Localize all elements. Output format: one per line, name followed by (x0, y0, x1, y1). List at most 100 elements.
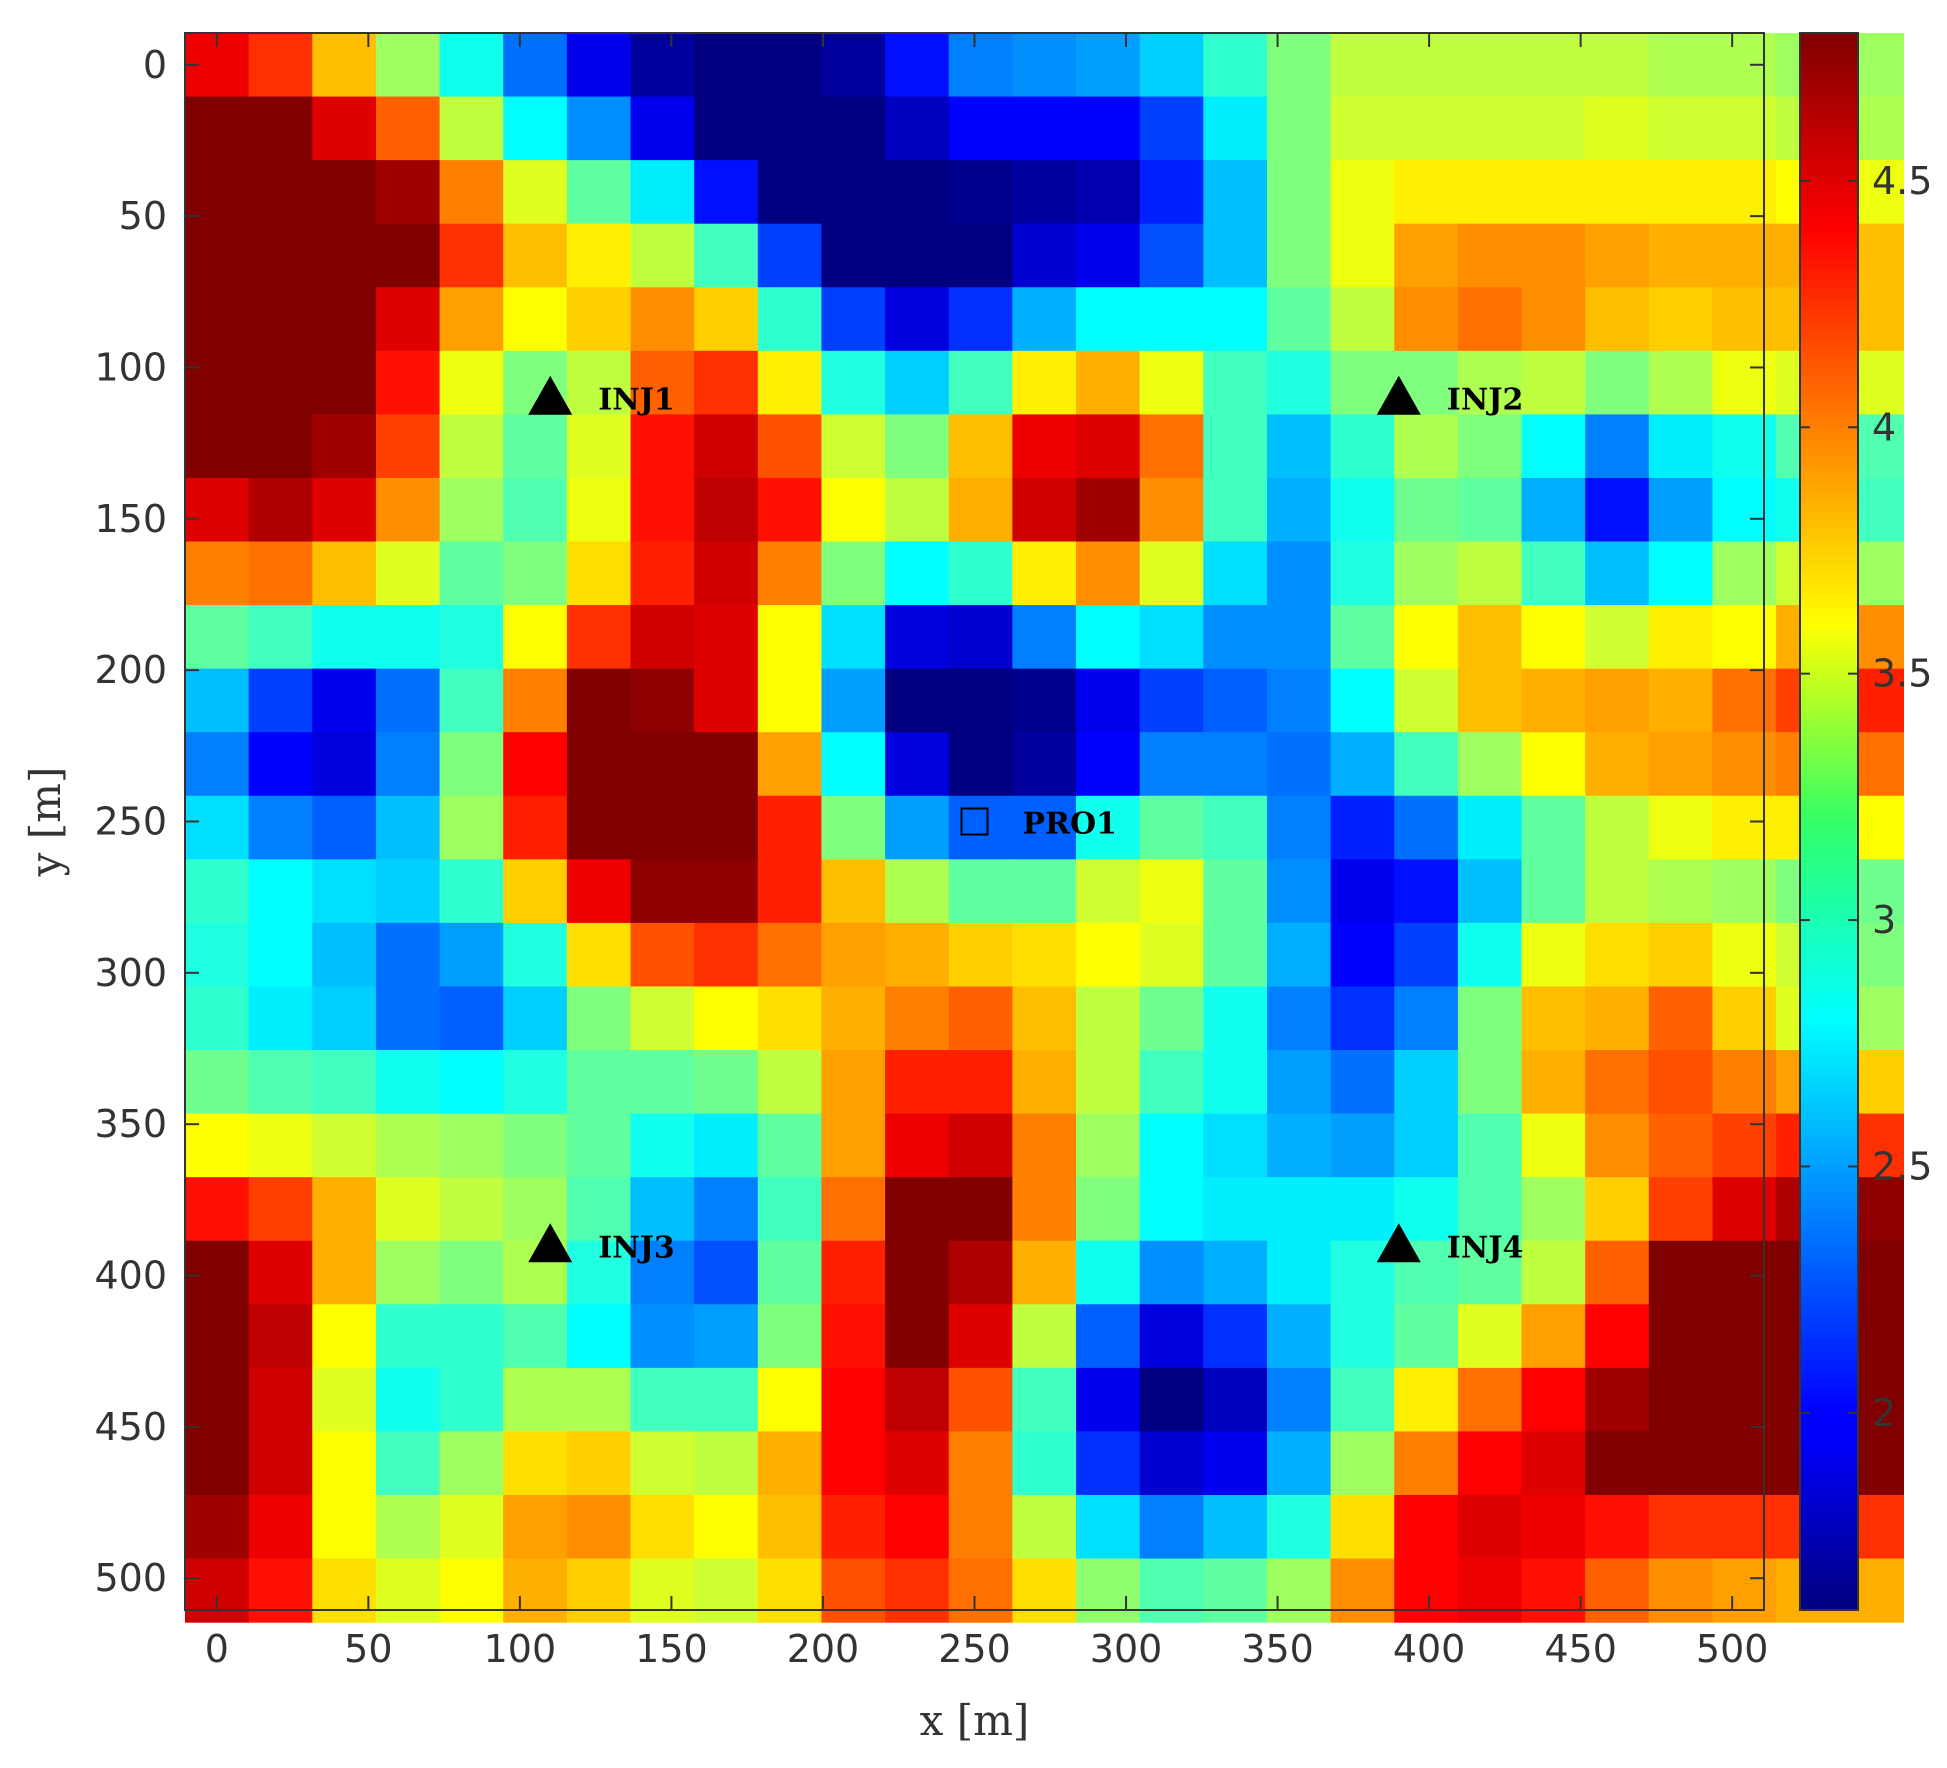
heatmap-cell (185, 160, 250, 225)
heatmap-cell (1648, 477, 1714, 543)
heatmap-cell (630, 1558, 695, 1623)
heatmap-cell (312, 1367, 377, 1433)
heatmap-cell (885, 1431, 950, 1496)
heatmap-cell (630, 96, 695, 161)
heatmap-cell (1712, 859, 1777, 924)
colorbar-tick-label: 4 (1872, 405, 1896, 449)
heatmap-cell (821, 287, 886, 352)
heatmap-cell (630, 1367, 695, 1433)
heatmap-cell (1394, 33, 1459, 98)
heatmap-cell (1394, 1304, 1459, 1369)
heatmap-cell (185, 1367, 250, 1433)
heatmap-cell (694, 795, 759, 860)
heatmap-cell (566, 1177, 632, 1242)
heatmap-cell (1076, 223, 1141, 288)
heatmap-cell (185, 1240, 250, 1305)
heatmap-cell (630, 922, 695, 988)
heatmap-cell (1521, 541, 1586, 606)
heatmap-cell (948, 1558, 1013, 1623)
heatmap-cell (1394, 1367, 1459, 1433)
heatmap-cell (1012, 795, 1077, 860)
heatmap-cell (757, 1431, 823, 1496)
well-markers: INJ1 INJ2 INJ3 INJ4 PRO1 (528, 375, 1524, 1265)
heatmap-cell (312, 287, 377, 352)
heatmap-cell (1585, 223, 1650, 288)
heatmap-cell (1712, 922, 1777, 988)
heatmap-cell (248, 1240, 313, 1305)
heatmap-cell (312, 1113, 377, 1178)
heatmap-cell (694, 986, 759, 1051)
heatmap-cell (821, 605, 886, 670)
heatmap-cell (1012, 350, 1077, 415)
heatmap-cell (885, 1177, 950, 1242)
heatmap-cell (375, 1431, 441, 1496)
heatmap-cell (1394, 859, 1459, 924)
heatmap-cell (630, 668, 695, 733)
heatmap-cell (1203, 1304, 1268, 1369)
heatmap-cell (566, 668, 632, 733)
heatmap-cell (948, 859, 1013, 924)
heatmap-cell (1521, 1240, 1586, 1305)
heatmap-cell (821, 350, 886, 415)
heatmap-cell (1394, 477, 1459, 543)
heatmap-cell (757, 477, 823, 543)
colorbar-tick-label: 3.5 (1872, 652, 1932, 696)
heatmap-cell (1139, 668, 1204, 733)
heatmap-cell (1648, 33, 1714, 98)
heatmap-cell (1076, 668, 1141, 733)
well-label: PRO1 (1023, 807, 1118, 842)
heatmap-cell (1648, 1304, 1714, 1369)
heatmap-cell (1521, 414, 1586, 479)
heatmap-cell (1330, 859, 1395, 924)
heatmap-cell (439, 541, 504, 606)
heatmap-cell (1521, 1431, 1586, 1496)
heatmap-cell (948, 1177, 1013, 1242)
well-label: INJ4 (1447, 1230, 1524, 1265)
heatmap-cell (248, 922, 313, 988)
heatmap-cell (1648, 1431, 1714, 1496)
heatmap-cell (1648, 350, 1714, 415)
heatmap-cell (1521, 986, 1586, 1051)
heatmap-cell (248, 160, 313, 225)
heatmap-cell (885, 477, 950, 543)
heatmap-cell (1585, 986, 1650, 1051)
heatmap-cell (1394, 986, 1459, 1051)
heatmap-cell (694, 350, 759, 415)
heatmap-cell (1648, 1558, 1714, 1623)
heatmap-cell (503, 795, 568, 860)
heatmap-cell (1266, 668, 1332, 733)
heatmap-cell (1585, 477, 1650, 543)
heatmap-cell (1203, 1431, 1268, 1496)
heatmap-cell (1203, 414, 1268, 479)
heatmap-cell (566, 287, 632, 352)
heatmap-cell (948, 33, 1013, 98)
heatmap-cell (757, 922, 823, 988)
heatmap-cell (948, 1113, 1013, 1178)
heatmap-cell (1076, 605, 1141, 670)
heatmap-cell (312, 1494, 377, 1560)
heatmap-cell (248, 414, 313, 479)
heatmap-cell (1457, 414, 1523, 479)
heatmap-cell (566, 1240, 632, 1305)
heatmap-cell (757, 96, 823, 161)
heatmap-cell (1139, 287, 1204, 352)
heatmap-cell (312, 1240, 377, 1305)
heatmap-cell (566, 160, 632, 225)
heatmap-cell (1012, 1494, 1077, 1560)
heatmap-cell (248, 1304, 313, 1369)
heatmap-cell (948, 1431, 1013, 1496)
heatmap-cell (1012, 33, 1077, 98)
heatmap-cell (1394, 668, 1459, 733)
heatmap-cell (885, 1558, 950, 1623)
heatmap-cell (375, 1558, 441, 1623)
heatmap-cell (248, 350, 313, 415)
heatmap-cell (1139, 223, 1204, 288)
well-label: INJ1 (598, 383, 675, 418)
heatmap-cell (248, 1050, 313, 1115)
heatmap-cell (1330, 541, 1395, 606)
heatmap-cell (1266, 350, 1332, 415)
heatmap-cell (1330, 96, 1395, 161)
heatmap-cell (566, 1494, 632, 1560)
heatmap-cell (821, 1367, 886, 1433)
heatmap-cell (566, 1558, 632, 1623)
